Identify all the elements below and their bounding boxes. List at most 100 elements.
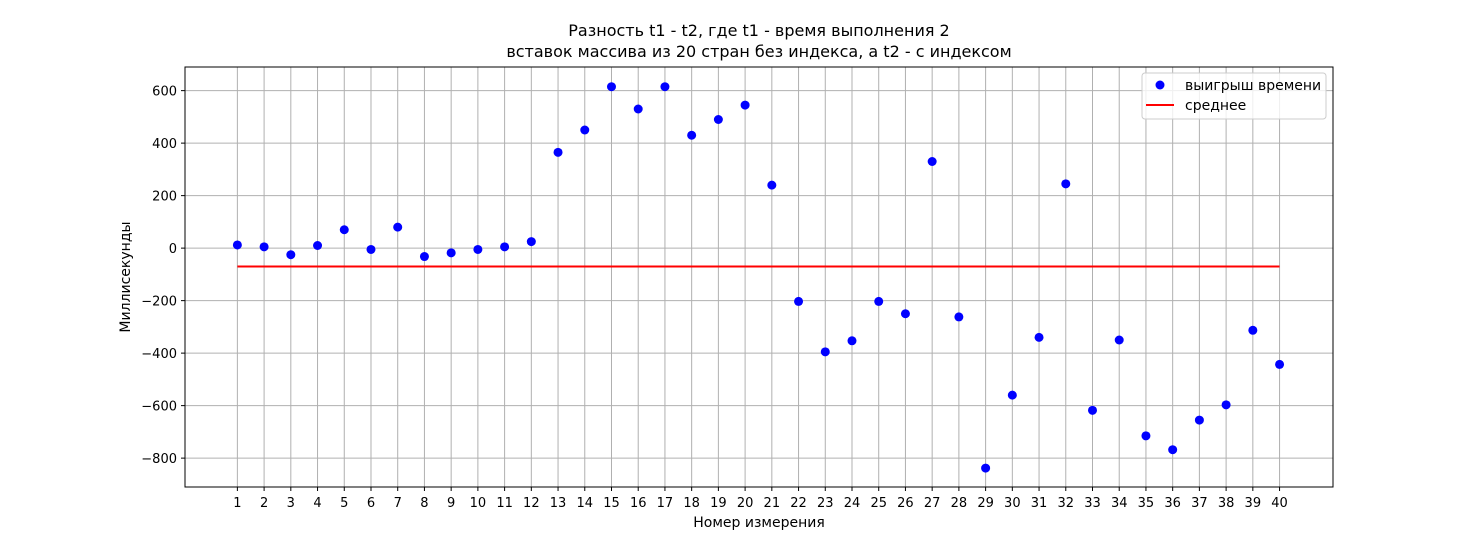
x-tick-label: 36: [1164, 496, 1181, 511]
data-point: [1007, 390, 1017, 400]
data-point: [633, 104, 643, 114]
x-tick-label: 13: [550, 496, 567, 511]
x-tick-label: 20: [737, 496, 754, 511]
data-point: [339, 225, 349, 235]
data-point: [954, 312, 964, 322]
x-tick-label: 12: [523, 496, 540, 511]
x-tick-label: 3: [287, 496, 295, 511]
x-tick-label: 6: [367, 496, 375, 511]
data-point: [767, 180, 777, 190]
legend: выигрыш времени среднее: [1141, 72, 1327, 120]
chart-title: Разность t1 - t2, где t1 - время выполне…: [506, 21, 1011, 61]
data-point: [1114, 335, 1124, 345]
data-points: [232, 82, 1285, 473]
data-point: [526, 237, 536, 247]
x-tick-label: 14: [576, 496, 593, 511]
y-axis-label: Миллисекунды: [118, 221, 134, 332]
x-tick-label: 9: [447, 496, 455, 511]
grid: [185, 67, 1333, 487]
data-point: [874, 296, 884, 306]
data-point: [473, 244, 483, 254]
x-tick-label: 11: [496, 496, 513, 511]
plot-frame: [184, 66, 1334, 488]
legend-label-scatter: выигрыш времени: [1185, 78, 1321, 94]
x-tick-label: 28: [951, 496, 968, 511]
x-tick-label: 32: [1058, 496, 1075, 511]
y-tick-label: 400: [152, 137, 177, 152]
data-point: [259, 242, 269, 252]
data-point: [580, 125, 590, 135]
chart-title-line-1: Разность t1 - t2, где t1 - время выполне…: [568, 21, 949, 40]
data-point: [313, 241, 323, 250]
y-tick-label: −600: [141, 400, 177, 415]
data-point: [1275, 359, 1285, 369]
x-tick-label: 26: [897, 496, 914, 511]
data-point: [660, 82, 670, 92]
data-point: [820, 347, 830, 357]
x-tick-label: 18: [683, 496, 700, 511]
data-point: [553, 147, 563, 157]
data-point: [847, 336, 857, 346]
x-tick-label: 19: [710, 496, 727, 511]
x-tick-label: 33: [1084, 496, 1101, 511]
x-tick-label: 29: [977, 496, 994, 511]
x-tick-label: 17: [657, 496, 674, 511]
x-tick-label: 25: [870, 496, 887, 511]
y-tick-label: −200: [141, 295, 177, 310]
x-tick-label: 37: [1191, 496, 1208, 511]
x-tick-label: 15: [603, 496, 620, 511]
x-tick-label: 40: [1271, 496, 1288, 511]
y-tick-label: 600: [152, 85, 177, 100]
data-point: [794, 296, 804, 306]
data-point: [606, 82, 616, 92]
data-point: [1087, 405, 1097, 415]
x-tick-label: 23: [817, 496, 834, 511]
x-axis-label: Номер измерения: [693, 515, 825, 531]
x-tick-label: 38: [1218, 496, 1235, 511]
data-point: [1034, 332, 1044, 342]
legend-box: [1141, 72, 1327, 120]
y-axis-ticks: 600 400 200 0 −200 −400 −600 −800: [141, 85, 185, 467]
x-tick-label: 4: [313, 496, 321, 511]
x-tick-label: 22: [790, 496, 807, 511]
data-point: [1168, 445, 1178, 455]
x-tick-label: 16: [630, 496, 647, 511]
x-tick-label: 31: [1031, 496, 1048, 511]
data-point: [900, 309, 910, 319]
x-tick-label: 34: [1111, 496, 1128, 511]
y-tick-label: −800: [141, 452, 177, 467]
data-point: [419, 252, 429, 262]
x-tick-label: 5: [340, 496, 348, 511]
y-tick-label: −400: [141, 347, 177, 362]
x-tick-label: 27: [924, 496, 941, 511]
data-point: [927, 157, 937, 166]
chart-title-line-2: вставок массива из 20 стран без индекса,…: [506, 42, 1011, 61]
x-tick-label: 30: [1004, 496, 1021, 511]
y-tick-label: 0: [169, 242, 177, 257]
x-tick-label: 10: [470, 496, 487, 511]
data-point: [981, 463, 991, 473]
x-tick-label: 7: [394, 496, 402, 511]
data-point: [1061, 179, 1071, 189]
data-point: [713, 115, 723, 124]
data-point: [687, 130, 697, 140]
data-point: [500, 242, 510, 252]
data-point: [446, 248, 456, 258]
x-tick-label: 1: [233, 496, 241, 511]
data-point: [1194, 415, 1204, 425]
x-tick-label: 8: [420, 496, 428, 511]
data-point: [232, 240, 242, 250]
x-tick-label: 21: [764, 496, 781, 511]
y-tick-label: 200: [152, 190, 177, 205]
x-tick-label: 2: [260, 496, 268, 511]
x-tick-label: 35: [1138, 496, 1155, 511]
legend-marker-scatter: [1155, 80, 1165, 90]
data-point: [1141, 431, 1151, 441]
data-point: [740, 100, 750, 110]
data-point: [1248, 325, 1258, 335]
x-tick-label: 39: [1245, 496, 1262, 511]
data-point: [1221, 400, 1231, 410]
legend-label-line: среднее: [1185, 98, 1246, 114]
data-point: [393, 222, 403, 232]
